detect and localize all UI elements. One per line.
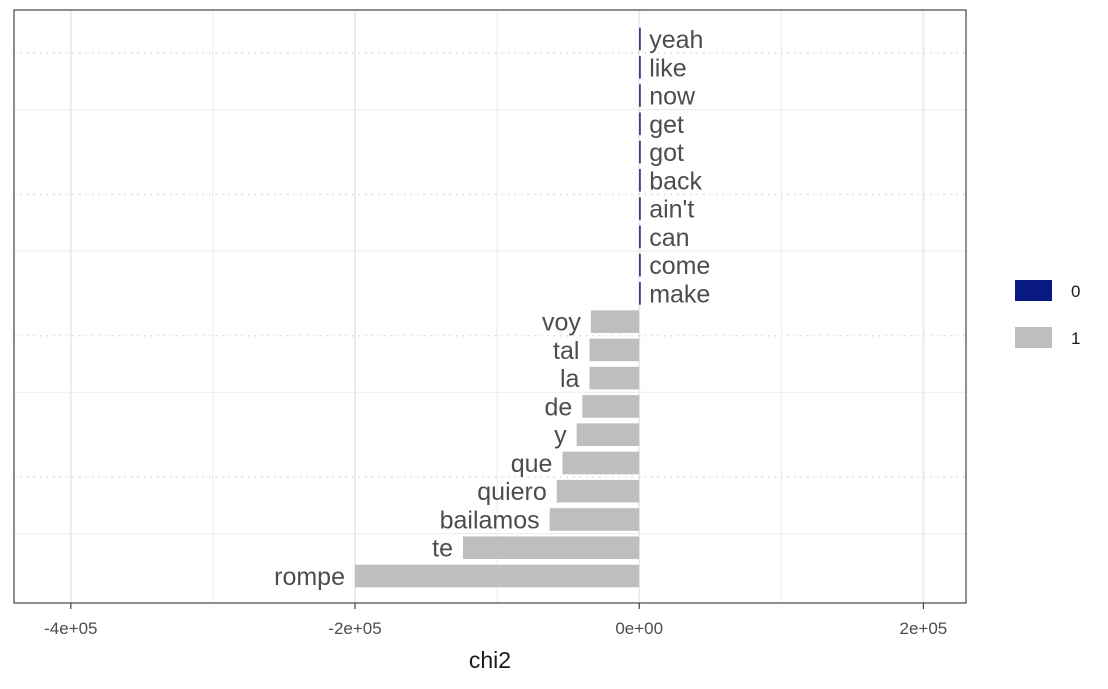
bar-label-rompe: rompe	[274, 563, 345, 591]
bar-la	[589, 366, 640, 390]
x-axis-title: chi2	[469, 647, 511, 673]
bar-label-come: come	[649, 252, 710, 280]
bar-can	[639, 225, 641, 249]
bar-label-tal: tal	[553, 337, 579, 365]
bar-layer	[355, 27, 641, 588]
bar-de	[582, 395, 640, 418]
bar-tal	[589, 338, 640, 362]
legend-swatch-1	[1015, 327, 1052, 348]
bar-got	[639, 140, 641, 164]
bar-label-can: can	[649, 224, 689, 252]
bar-make	[639, 282, 641, 305]
bar-now	[639, 84, 641, 107]
bar-label-la: la	[560, 365, 580, 393]
legend-label-1: 1	[1071, 329, 1080, 348]
bar-label-te: te	[432, 535, 453, 563]
bar-te	[463, 536, 640, 560]
plot-background	[14, 10, 966, 603]
bar-get	[639, 112, 641, 136]
legend-label-0: 0	[1071, 282, 1080, 301]
legend: 01	[1015, 280, 1080, 348]
x-axis: -4e+05 -2e+05 0e+00 2e+05	[44, 603, 947, 638]
bar-label-like: like	[649, 54, 687, 82]
bar-back	[639, 169, 641, 192]
grid-layer	[14, 10, 966, 603]
bar-label-que: que	[511, 450, 553, 478]
bar-y	[576, 423, 640, 446]
bar-rompe	[355, 564, 640, 588]
bar-label-make: make	[649, 280, 710, 308]
x-tick-label: -2e+05	[328, 619, 381, 638]
legend-swatch-0	[1015, 280, 1052, 301]
bar-label-got: got	[649, 139, 684, 167]
x-tick-label: -4e+05	[44, 619, 97, 638]
x-tick-label: 2e+05	[899, 619, 947, 638]
bar-ain't	[639, 197, 641, 220]
bar-quiero	[556, 479, 640, 503]
bar-come	[639, 253, 641, 277]
bar-label-quiero: quiero	[477, 478, 547, 506]
bar-label-now: now	[649, 83, 696, 111]
bar-label-voy: voy	[542, 309, 581, 337]
bar-label-get: get	[649, 111, 684, 139]
plot-panel-border	[13, 9, 967, 604]
bar-label-y: y	[554, 422, 567, 450]
bar-bailamos	[549, 508, 640, 531]
bar-que	[562, 451, 640, 475]
x-tick-label: 0e+00	[615, 619, 663, 638]
bar-yeah	[639, 27, 641, 51]
bar-label-bailamos: bailamos	[440, 506, 540, 534]
bar-like	[639, 55, 641, 79]
bar-label-ain't: ain't	[649, 196, 694, 224]
bar-label-yeah: yeah	[649, 26, 703, 54]
bar-voy	[590, 310, 640, 333]
bar-label-back: back	[649, 167, 702, 195]
bar-label-de: de	[545, 393, 573, 421]
